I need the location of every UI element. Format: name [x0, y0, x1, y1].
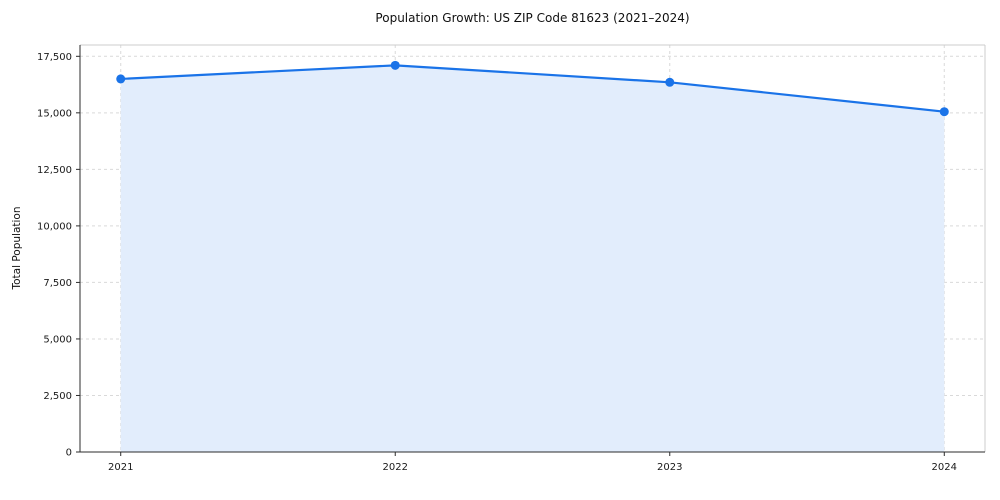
data-point — [390, 60, 400, 70]
y-tick-label: 0 — [66, 448, 72, 459]
data-point — [665, 77, 675, 87]
y-tick-label: 7,500 — [43, 278, 72, 289]
y-tick-label: 10,000 — [37, 221, 72, 232]
area-fill — [120, 65, 945, 452]
x-tick-label: 2021 — [108, 462, 133, 473]
data-point — [939, 107, 949, 117]
x-tick-label: 2024 — [932, 462, 957, 473]
chart-title: Population Growth: US ZIP Code 81623 (20… — [375, 11, 690, 25]
y-tick-label: 12,500 — [37, 165, 72, 176]
y-tick-label: 15,000 — [37, 108, 72, 119]
x-tick-label: 2022 — [383, 462, 408, 473]
y-tick-label: 5,000 — [43, 334, 72, 345]
x-tick-label: 2023 — [657, 462, 682, 473]
data-point — [116, 74, 126, 84]
y-tick-label: 17,500 — [37, 52, 72, 63]
data-line — [119, 64, 946, 113]
y-tick-label: 2,500 — [43, 391, 72, 402]
